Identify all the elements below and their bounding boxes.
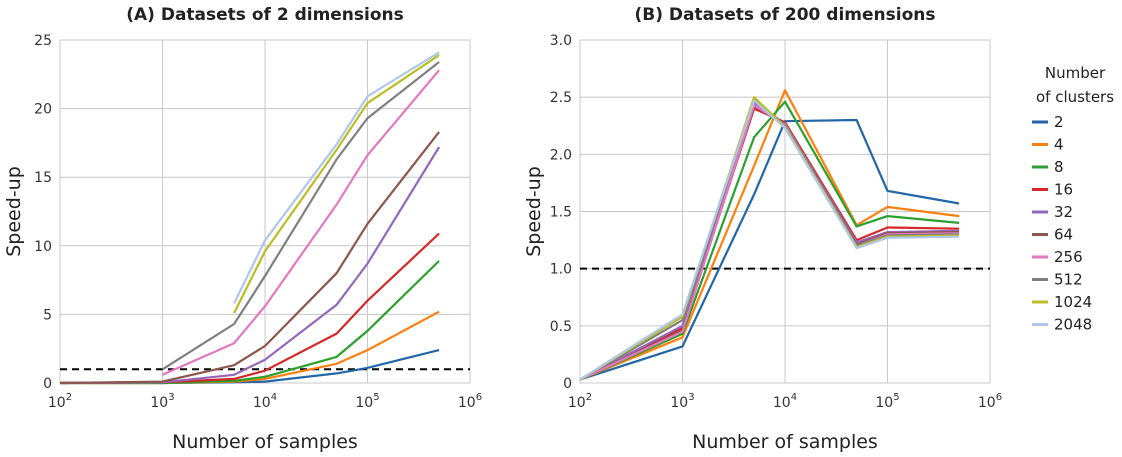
series-line-256 bbox=[579, 104, 960, 381]
legend-label-2: 2 bbox=[1054, 113, 1064, 131]
x-tick-base: 10 bbox=[978, 395, 996, 411]
y-tick-label: 10 bbox=[34, 239, 52, 255]
x-tick-label: 106 bbox=[458, 392, 482, 411]
panel-b: (B) Datasets of 200 dimensions 0 0.5 1.0 1.5… bbox=[523, 5, 1002, 453]
series-line-512 bbox=[579, 98, 960, 381]
x-tick-exponent: 5 bbox=[893, 392, 899, 403]
series-line-4 bbox=[579, 89, 960, 381]
x-tick-base: 10 bbox=[253, 395, 271, 411]
series-line-64 bbox=[59, 131, 440, 385]
series-line-256 bbox=[162, 69, 440, 376]
x-tick-exponent: 6 bbox=[476, 392, 482, 403]
plot-frame bbox=[579, 39, 991, 384]
legend-title-line2: of clusters bbox=[1036, 88, 1114, 106]
x-tick-exponent: 2 bbox=[586, 392, 592, 403]
x-tick-exponent: 5 bbox=[373, 392, 379, 403]
x-tick-base: 10 bbox=[458, 395, 476, 411]
legend-label-256: 256 bbox=[1054, 248, 1083, 266]
series-line-2048 bbox=[579, 99, 960, 381]
y-axis-label: Speed-up bbox=[3, 166, 25, 257]
x-tick-base: 10 bbox=[568, 395, 586, 411]
series-line-32 bbox=[59, 146, 441, 385]
y-axis-label: Speed-up bbox=[523, 166, 545, 257]
series-line-512 bbox=[161, 61, 440, 371]
legend-label-2048: 2048 bbox=[1054, 316, 1092, 334]
series-line-4 bbox=[60, 310, 440, 385]
x-tick-exponent: 4 bbox=[271, 392, 277, 403]
x-tick-label: 104 bbox=[253, 392, 277, 411]
x-tick-base: 10 bbox=[773, 395, 791, 411]
x-tick-base: 10 bbox=[150, 395, 168, 411]
y-tick-label: 2.5 bbox=[550, 90, 572, 106]
x-tick-label: 106 bbox=[978, 392, 1002, 411]
legend-label-64: 64 bbox=[1054, 226, 1073, 244]
y-tick-label: 25 bbox=[34, 33, 52, 49]
x-tick-exponent: 3 bbox=[168, 392, 174, 403]
series-line-2 bbox=[579, 118, 960, 381]
x-tick-base: 10 bbox=[355, 395, 373, 411]
series-line-32 bbox=[579, 101, 960, 381]
x-tick-label: 103 bbox=[150, 392, 174, 411]
legend-label-1024: 1024 bbox=[1054, 293, 1092, 311]
x-tick-label: 104 bbox=[773, 392, 797, 411]
x-tick-label: 103 bbox=[670, 392, 694, 411]
x-tick-exponent: 4 bbox=[791, 392, 797, 403]
y-tick-label: 1.0 bbox=[550, 262, 572, 278]
legend-items: 2 4 8 16 32 64 256 512 1024 2048 bbox=[1032, 113, 1092, 334]
y-tick-label: 3.0 bbox=[550, 33, 572, 49]
chart-title: (A) Datasets of 2 dimensions bbox=[126, 5, 404, 25]
x-tick-label: 105 bbox=[355, 392, 379, 411]
y-tick-label: 0 bbox=[563, 376, 572, 392]
x-tick-exponent: 2 bbox=[66, 392, 72, 403]
series-line-1024 bbox=[233, 54, 440, 314]
x-tick-label: 102 bbox=[48, 392, 72, 411]
panel-a: (A) Datasets of 2 dimensions051015202510… bbox=[3, 5, 482, 453]
plot-frame bbox=[59, 39, 471, 384]
legend-label-512: 512 bbox=[1054, 271, 1083, 289]
legend-label-8: 8 bbox=[1054, 158, 1064, 176]
y-tick-label: 15 bbox=[34, 170, 52, 186]
series-line-16 bbox=[579, 107, 960, 381]
y-tick-label: 0.5 bbox=[550, 319, 572, 335]
series-line-8 bbox=[579, 100, 960, 381]
x-tick-label: 102 bbox=[568, 392, 592, 411]
legend-label-32: 32 bbox=[1054, 203, 1073, 221]
y-tick-label: 5 bbox=[43, 307, 52, 323]
legend-title-line1: Number bbox=[1045, 64, 1106, 82]
x-tick-exponent: 6 bbox=[996, 392, 1002, 403]
legend-label-16: 16 bbox=[1054, 181, 1073, 199]
series-line-64 bbox=[579, 105, 960, 381]
legend-label-4: 4 bbox=[1054, 136, 1064, 154]
x-tick-exponent: 3 bbox=[688, 392, 694, 403]
chart-title: (B) Datasets of 200 dimensions bbox=[635, 5, 936, 25]
x-axis-label: Number of samples bbox=[172, 431, 358, 453]
y-tick-label: 20 bbox=[34, 102, 52, 118]
y-tick-label: 2.0 bbox=[550, 147, 572, 163]
series-line-2048 bbox=[233, 51, 440, 304]
x-tick-base: 10 bbox=[670, 395, 688, 411]
x-tick-base: 10 bbox=[48, 395, 66, 411]
x-tick-base: 10 bbox=[875, 395, 893, 411]
y-tick-label: 0 bbox=[43, 376, 52, 392]
legend: Number of clusters 2 4 8 16 32 64 256 512 1024 20… bbox=[1032, 64, 1114, 334]
x-tick-label: 105 bbox=[875, 392, 899, 411]
x-axis-label: Number of samples bbox=[692, 431, 878, 453]
y-tick-label: 1.5 bbox=[550, 205, 572, 221]
series-line-16 bbox=[59, 232, 440, 385]
